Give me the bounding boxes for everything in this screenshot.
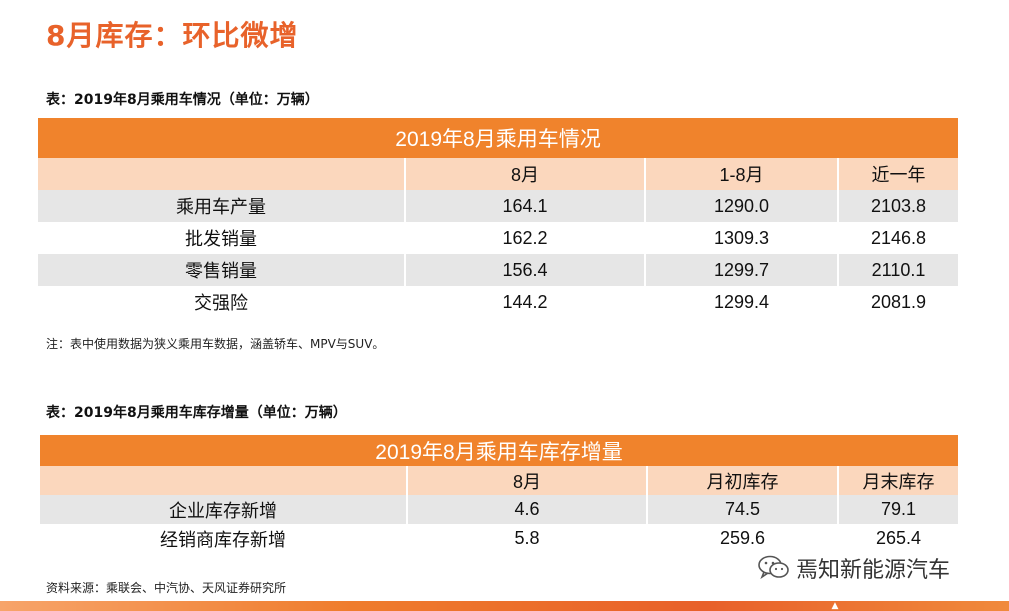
table-row: 零售销量 156.4 1299.7 2110.1 [38, 254, 958, 286]
row-label: 乘用车产量 [38, 190, 405, 222]
wechat-icon [758, 555, 789, 580]
table2-title: 2019年8月乘用车库存增量 [40, 435, 958, 466]
table2-col-3: 月末库存 [837, 466, 958, 495]
table1-col-1: 8月 [404, 158, 645, 190]
cell-value: 1299.7 [644, 254, 838, 286]
cell-value: 2110.1 [837, 254, 958, 286]
table2-col-2: 月初库存 [646, 466, 838, 495]
row-label: 零售销量 [38, 254, 405, 286]
cell-value: 74.5 [646, 495, 838, 524]
cell-value: 156.4 [404, 254, 645, 286]
table1-col-2: 1-8月 [644, 158, 838, 190]
page-title: 8月库存：环比微增 [46, 19, 299, 52]
inventory-table: 2019年8月乘用车库存增量 8月 月初库存 月末库存 企业库存新增 4.6 7… [40, 435, 958, 553]
table2-col-0 [40, 466, 407, 495]
table-row: 乘用车产量 164.1 1290.0 2103.8 [38, 190, 958, 222]
cell-value: 1290.0 [644, 190, 838, 222]
row-label: 经销商库存新增 [40, 524, 407, 553]
row-label: 交强险 [38, 286, 405, 318]
cell-value: 265.4 [837, 524, 958, 553]
row-label: 批发销量 [38, 222, 405, 254]
table-row: 企业库存新增 4.6 74.5 79.1 [40, 495, 958, 524]
cell-value: 1309.3 [644, 222, 838, 254]
table1-col-0 [38, 158, 405, 190]
watermark-text: 焉知新能源汽车 [796, 558, 951, 583]
cell-value: 2146.8 [837, 222, 958, 254]
table-row: 交强险 144.2 1299.4 2081.9 [38, 286, 958, 318]
cell-value: 4.6 [406, 495, 647, 524]
cell-value: 2081.9 [837, 286, 958, 318]
cell-value: 79.1 [837, 495, 958, 524]
cell-value: 1299.4 [644, 286, 838, 318]
cell-value: 164.1 [404, 190, 645, 222]
table-row: 经销商库存新增 5.8 259.6 265.4 [40, 524, 958, 553]
table1-col-3: 近一年 [837, 158, 958, 190]
table1-title: 2019年8月乘用车情况 [38, 118, 958, 158]
logo-mark-icon: ▲ [831, 601, 839, 611]
table2-col-1: 8月 [406, 466, 647, 495]
footer-bar [0, 601, 1009, 611]
cell-value: 144.2 [404, 286, 645, 318]
table-row: 批发销量 162.2 1309.3 2146.8 [38, 222, 958, 254]
table1-note: 注：表中使用数据为狭义乘用车数据，涵盖轿车、MPV与SUV。 [46, 337, 385, 351]
table2-caption: 表：2019年8月乘用车库存增量（单位：万辆） [46, 405, 347, 421]
watermark: 焉知新能源汽车 [758, 552, 950, 584]
cell-value: 259.6 [646, 524, 838, 553]
source-note: 资料来源：乘联会、中汽协、天风证券研究所 [46, 581, 287, 595]
cell-value: 5.8 [406, 524, 647, 553]
passenger-car-table: 2019年8月乘用车情况 8月 1-8月 近一年 乘用车产量 164.1 129… [38, 118, 958, 318]
cell-value: 2103.8 [837, 190, 958, 222]
row-label: 企业库存新增 [40, 495, 407, 524]
table1-caption: 表：2019年8月乘用车情况（单位：万辆） [46, 92, 319, 108]
cell-value: 162.2 [404, 222, 645, 254]
